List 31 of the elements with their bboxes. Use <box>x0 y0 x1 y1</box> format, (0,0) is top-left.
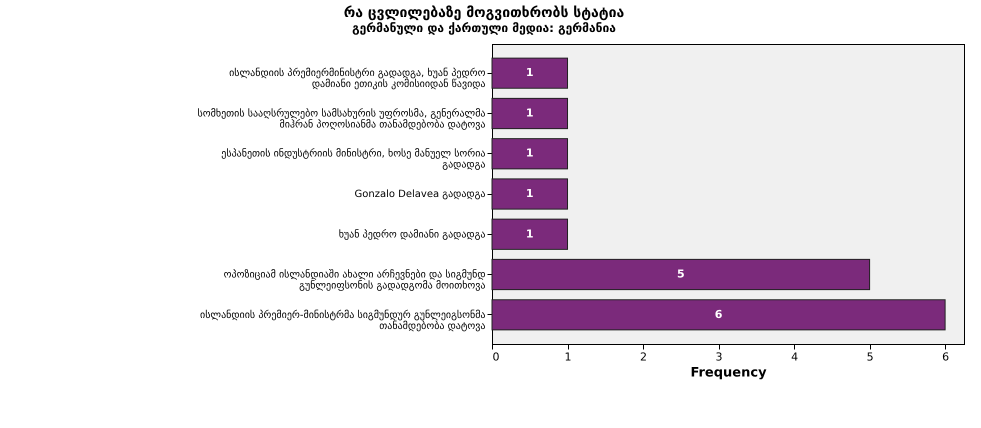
data-label: 1 <box>526 106 534 120</box>
y-tick-label: ისლანდიის პრემიერმინისტრი გადადგა, ხუან პედრო დამიანი ეთიკის კომისიიდან წავიდა <box>229 67 486 90</box>
x-tick-label: 3 <box>716 350 723 364</box>
chart-subtitle: გერმანული და ქართული მედია: გერმანია <box>352 21 616 35</box>
data-label: 1 <box>526 187 534 200</box>
x-tick-label: 0 <box>492 350 500 364</box>
bar <box>492 299 946 330</box>
bar <box>492 178 568 210</box>
data-label: 5 <box>676 268 685 281</box>
data-label: 1 <box>526 227 534 240</box>
y-tick-label: ისლანდიის პრემიერ-მინისტრმა სიგმუნდურ გუნლეიგსონმა თანამდებობა დატოვა <box>200 308 486 332</box>
x-tick-label: 5 <box>866 350 874 364</box>
chart-title: რა ცვლილებაზე მოგვითხრობს სტატია <box>344 5 624 21</box>
y-tick-label: სომხეთის სააღსრულებო სამსახურის უფროსმა, გენერალმა მიჰრან პოღოსიანმა თანამდებობა დატოვა <box>198 107 486 130</box>
x-tick-label: 1 <box>564 350 572 364</box>
bar <box>492 138 568 170</box>
data-label: 6 <box>714 308 723 321</box>
x-tick-label: 4 <box>791 350 798 364</box>
y-tick-label: ესპანეთის ინდუსტრიის მინისტრი, ხოსე მანუელ სორია გადადგა <box>221 148 486 171</box>
bar <box>492 58 568 89</box>
y-tick-label: ოპოზიციამ ისლანდიაში ახალი არჩევნები და სიგმუნდ გუნლეიფსონის გადადგომა მოითხოვა <box>224 268 486 292</box>
x-tick-label: 6 <box>942 350 950 364</box>
bar <box>492 218 568 250</box>
bar <box>492 258 870 290</box>
x-tick-label: 2 <box>640 350 648 364</box>
data-label: 1 <box>526 146 534 160</box>
x-axis-title: Frequency <box>690 366 768 380</box>
data-label: 1 <box>526 66 534 80</box>
bar <box>492 98 568 130</box>
y-tick-label: Gonzalo Delavea გადადგა <box>354 189 486 200</box>
y-tick-label: ხუან პედრო დამიანი გადადგა <box>338 228 486 240</box>
